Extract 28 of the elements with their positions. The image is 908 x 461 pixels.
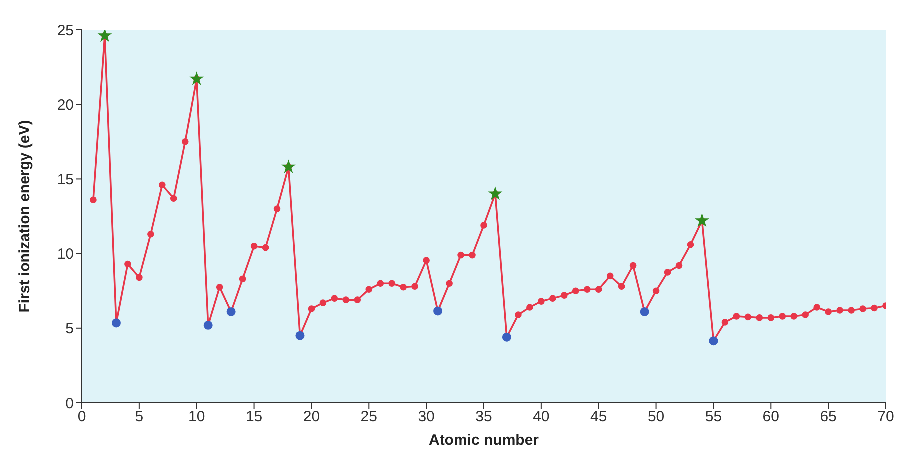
x-tick-label: 25 [360, 408, 378, 426]
x-tick-label: 35 [476, 408, 492, 426]
y-axis-title: First ionization energy (eV) [16, 120, 34, 313]
x-tick-label: 55 [705, 408, 722, 426]
point [695, 213, 710, 228]
x-tick-label: 0 [78, 408, 86, 426]
x-tick-label: 70 [878, 408, 894, 426]
y-tick-label: 20 [57, 96, 74, 114]
x-tick-label: 60 [762, 408, 780, 426]
x-tick-label: 50 [648, 408, 665, 426]
point [282, 160, 296, 174]
x-tick-label: 10 [188, 408, 206, 426]
x-axis-title: Atomic number [428, 432, 540, 449]
y-tick-label: 25 [57, 22, 74, 40]
x-tick-label: 5 [135, 408, 144, 426]
point [98, 30, 112, 42]
x-tick-label: 15 [246, 408, 263, 426]
x-tick-label: 45 [590, 408, 608, 426]
x-tick-label: 30 [418, 408, 435, 426]
x-tick-label: 40 [533, 408, 550, 426]
y-tick-label: 15 [57, 172, 74, 189]
point [488, 186, 503, 200]
y-tick-label: 0 [66, 395, 74, 412]
y-tick-label: 5 [66, 320, 74, 338]
y-tick-label: 10 [57, 246, 74, 264]
x-tick-label: 65 [820, 408, 837, 426]
point [190, 72, 204, 86]
x-tick-label: 20 [303, 408, 320, 426]
